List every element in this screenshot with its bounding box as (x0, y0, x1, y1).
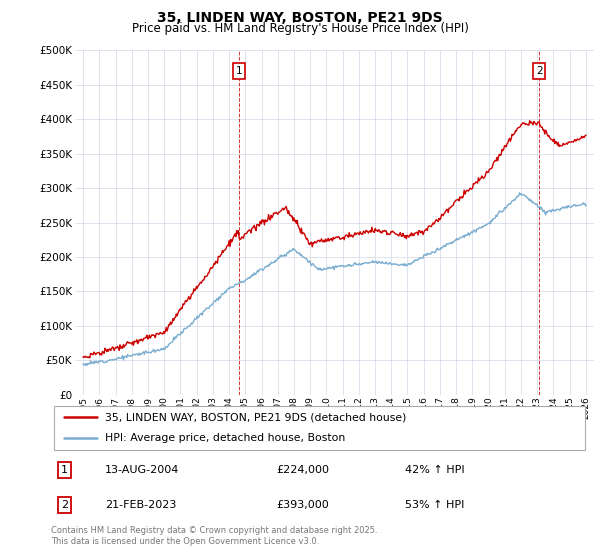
Text: 1: 1 (61, 465, 68, 475)
Text: 53% ↑ HPI: 53% ↑ HPI (406, 500, 465, 510)
Text: 42% ↑ HPI: 42% ↑ HPI (406, 465, 465, 475)
FancyBboxPatch shape (53, 406, 586, 450)
Text: Price paid vs. HM Land Registry's House Price Index (HPI): Price paid vs. HM Land Registry's House … (131, 22, 469, 35)
Text: £393,000: £393,000 (277, 500, 329, 510)
Text: 21-FEB-2023: 21-FEB-2023 (105, 500, 176, 510)
Text: 35, LINDEN WAY, BOSTON, PE21 9DS: 35, LINDEN WAY, BOSTON, PE21 9DS (157, 11, 443, 25)
Text: 1: 1 (236, 66, 242, 76)
Text: 35, LINDEN WAY, BOSTON, PE21 9DS (detached house): 35, LINDEN WAY, BOSTON, PE21 9DS (detach… (105, 412, 406, 422)
Text: 13-AUG-2004: 13-AUG-2004 (105, 465, 179, 475)
Text: Contains HM Land Registry data © Crown copyright and database right 2025.
This d: Contains HM Land Registry data © Crown c… (51, 526, 377, 546)
Text: £224,000: £224,000 (277, 465, 329, 475)
Text: 2: 2 (536, 66, 542, 76)
Text: 2: 2 (61, 500, 68, 510)
Text: HPI: Average price, detached house, Boston: HPI: Average price, detached house, Bost… (105, 433, 345, 444)
